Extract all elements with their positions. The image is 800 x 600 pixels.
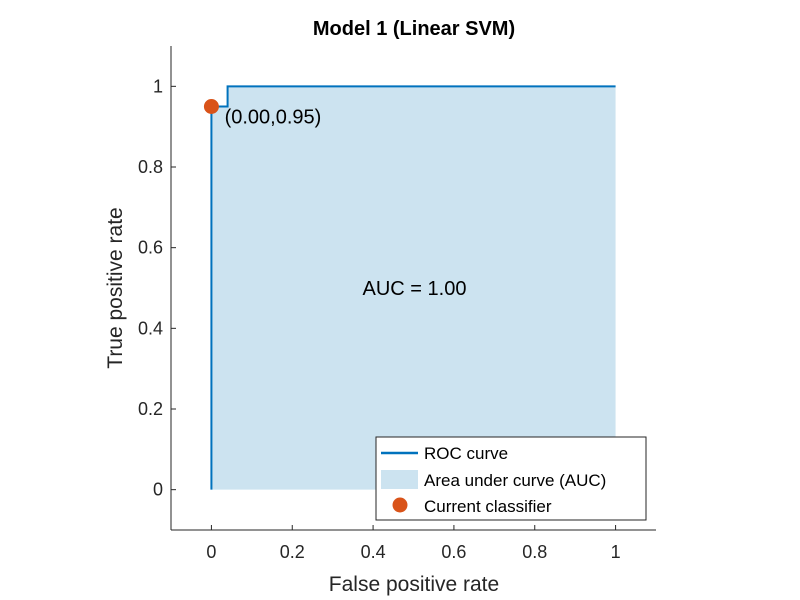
x-tick-label: 0.4: [361, 542, 386, 562]
x-tick-label: 0.8: [522, 542, 547, 562]
y-tick-label: 0.2: [138, 399, 163, 419]
plot-area: [203, 85, 616, 490]
x-tick-label: 0.6: [441, 542, 466, 562]
legend-swatch-classifier: [392, 497, 408, 513]
x-tick-label: 1: [611, 542, 621, 562]
legend: ROC curve Area under curve (AUC) Current…: [375, 436, 647, 521]
x-tick-label: 0: [206, 542, 216, 562]
x-tick-label: 0.2: [280, 542, 305, 562]
roc-curve-line: [210, 85, 616, 490]
x-axis-label: False positive rate: [329, 573, 499, 596]
legend-label-roc: ROC curve: [424, 444, 508, 463]
current-classifier-marker: [203, 99, 219, 114]
auc-annotation: AUC = 1.00: [363, 278, 467, 300]
legend-label-classifier: Current classifier: [424, 497, 552, 516]
y-tick-label: 0: [153, 480, 163, 500]
legend-box: [375, 436, 647, 521]
legend-label-auc: Area under curve (AUC): [424, 471, 606, 490]
chart-title: Model 1 (Linear SVM): [313, 18, 515, 40]
axes: [170, 46, 656, 531]
y-axis-label: True positive rate: [104, 207, 127, 368]
y-tick-label: 0.6: [138, 238, 163, 258]
y-tick-label: 0.8: [138, 157, 163, 177]
y-tick-label: 0.4: [138, 318, 163, 338]
auc-area: [211, 86, 616, 490]
y-tick-label: 1: [153, 76, 163, 96]
ticks: 0 0.2 0.4 0.6 0.8 1 0 0.2 0.4 0.6 0.8 1: [138, 76, 621, 562]
point-annotation: (0.00,0.95): [225, 107, 322, 129]
legend-swatch-auc: [381, 470, 418, 489]
